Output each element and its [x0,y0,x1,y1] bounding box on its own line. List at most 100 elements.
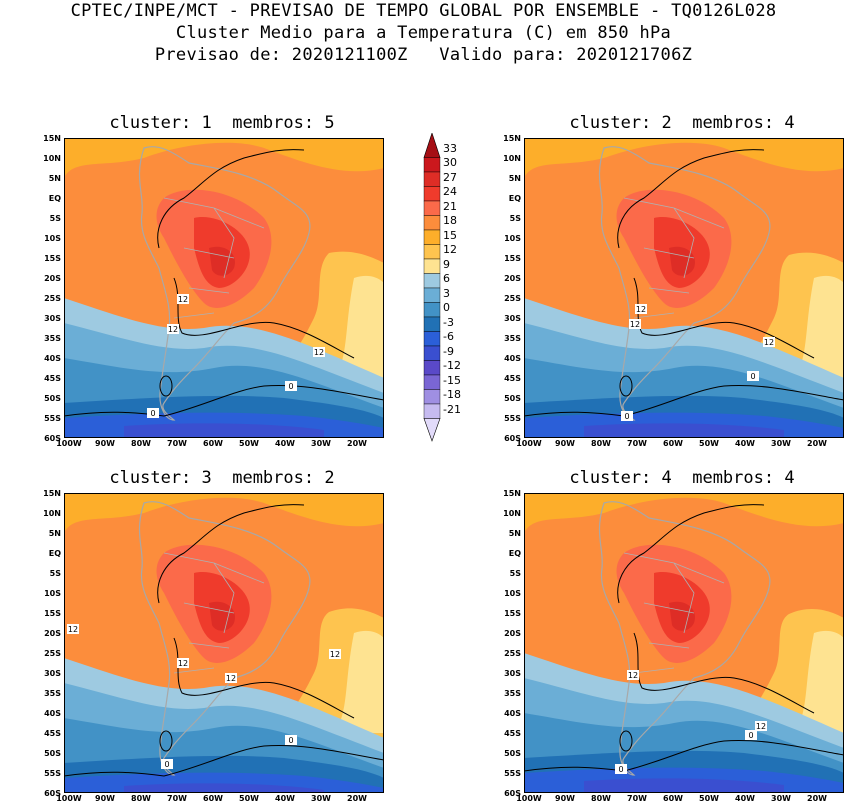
lon-tick-label: 30W [771,439,791,448]
panel-title-4: cluster: 4 membros: 4 [569,468,795,488]
field-m9 [584,778,784,793]
lon-tick-label: 20W [807,439,827,448]
lat-tick-label: 5N [48,174,61,183]
lat-tick-label: 35S [504,689,521,698]
lat-tick-label: 45S [44,374,61,383]
contour-label: 12 [177,658,189,668]
colorbar-swatch [423,258,441,274]
contour-label: 0 [147,408,159,418]
lat-tick-label: 40S [44,709,61,718]
colorbar-swatches [423,133,441,442]
colorbar-label: 15 [443,228,457,242]
svg-text:12: 12 [764,338,774,347]
svg-text:0: 0 [150,409,155,418]
lat-tick-label: 25S [44,294,61,303]
lat-tick-label: 25S [44,649,61,658]
lat-tick-label: EQ [508,194,521,203]
lon-tick-label: 90W [555,439,575,448]
svg-text:12: 12 [178,295,188,304]
lon-tick-label: 70W [627,794,647,803]
lat-tick-label: 15S [44,254,61,263]
lon-tick-label: 80W [131,439,151,448]
lat-tick-label: 15N [43,134,61,143]
header-line-3: Previsao de: 2020121100Z Valido para: 20… [154,45,693,65]
colorbar-swatch [423,331,441,347]
lat-tick-label: 50S [504,749,521,758]
lat-tick-label: 30S [504,669,521,678]
colorbar-swatch [423,273,441,289]
svg-text:0: 0 [164,760,169,769]
panel-title-1: cluster: 1 membros: 5 [109,113,335,133]
lat-tick-label: 20S [44,274,61,283]
coastline [138,146,311,421]
field-m9 [124,783,324,793]
colorbar-swatch [423,374,441,390]
colorbar-swatch [423,316,441,332]
colorbar-swatch [423,229,441,245]
lat-tick-label: 5N [48,529,61,538]
colorbar-label: 6 [443,272,450,286]
lon-tick-label: 50W [699,794,719,803]
lon-tick-label: 90W [95,794,115,803]
lon-tick-label: 100W [516,794,542,803]
contour-label: 12 [225,673,237,683]
lat-tick-label: 5N [508,529,521,538]
colorbar-swatch [423,403,441,419]
lat-tick-label: 55S [44,769,61,778]
lon-tick-label: 30W [311,439,331,448]
colorbar-label: -3 [443,315,454,329]
coastline [138,501,311,776]
lon-tick-label: 20W [807,794,827,803]
svg-text:0: 0 [288,736,293,745]
lat-tick-label: 35S [504,334,521,343]
colorbar-label: 9 [443,257,450,271]
lat-tick-label: EQ [48,194,61,203]
lon-tick-label: 20W [347,439,367,448]
colorbar-swatch [423,244,441,260]
lon-tick-label: 30W [771,794,791,803]
field-9 [794,275,844,378]
lat-tick-label: 60S [504,789,521,798]
lon-tick-label: 70W [167,794,187,803]
svg-text:12: 12 [226,674,236,683]
contour-lines [64,504,384,777]
lat-tick-label: 60S [504,434,521,443]
lon-tick-label: 60W [663,794,683,803]
lat-tick-label: 60S [44,789,61,798]
lon-tick-label: 50W [239,439,259,448]
colorbar-swatch [423,171,441,187]
lat-tick-label: 15S [504,609,521,618]
colorbar-label: -21 [443,402,461,416]
lat-tick-label: 10S [504,234,521,243]
colorbar-bottom-arrow [423,418,441,442]
lon-tick-label: 100W [56,439,82,448]
colorbar-swatch [423,215,441,231]
contour-label: 12 [177,294,189,304]
svg-text:0: 0 [748,731,753,740]
colorbar-swatch [423,360,441,376]
lon-tick-label: 80W [591,439,611,448]
colorbar-label: -6 [443,330,454,344]
lat-tick-label: 10N [503,509,521,518]
lat-tick-label: 15N [503,134,521,143]
map-panel-1: 12 12 12 0 0 [64,138,384,438]
lat-tick-label: 20S [44,629,61,638]
country-borders [163,552,265,674]
coastline [598,146,771,421]
lat-tick-label: 20S [504,274,521,283]
lat-tick-label: 20S [504,629,521,638]
lat-tick-label: 45S [44,729,61,738]
colorbar-top-arrow [423,133,441,158]
colorbar-label: 33 [443,141,457,155]
header-line-2: Cluster Medio para a Temperatura (C) em … [175,23,672,43]
svg-text:12: 12 [314,348,324,357]
lon-tick-label: 40W [735,439,755,448]
lat-tick-label: 50S [504,394,521,403]
lat-tick-label: 50S [44,749,61,758]
lon-tick-label: 80W [131,794,151,803]
svg-text:12: 12 [68,625,78,634]
contour-label: 0 [745,730,757,740]
lon-tick-label: 40W [275,794,295,803]
lat-tick-label: 25S [504,649,521,658]
